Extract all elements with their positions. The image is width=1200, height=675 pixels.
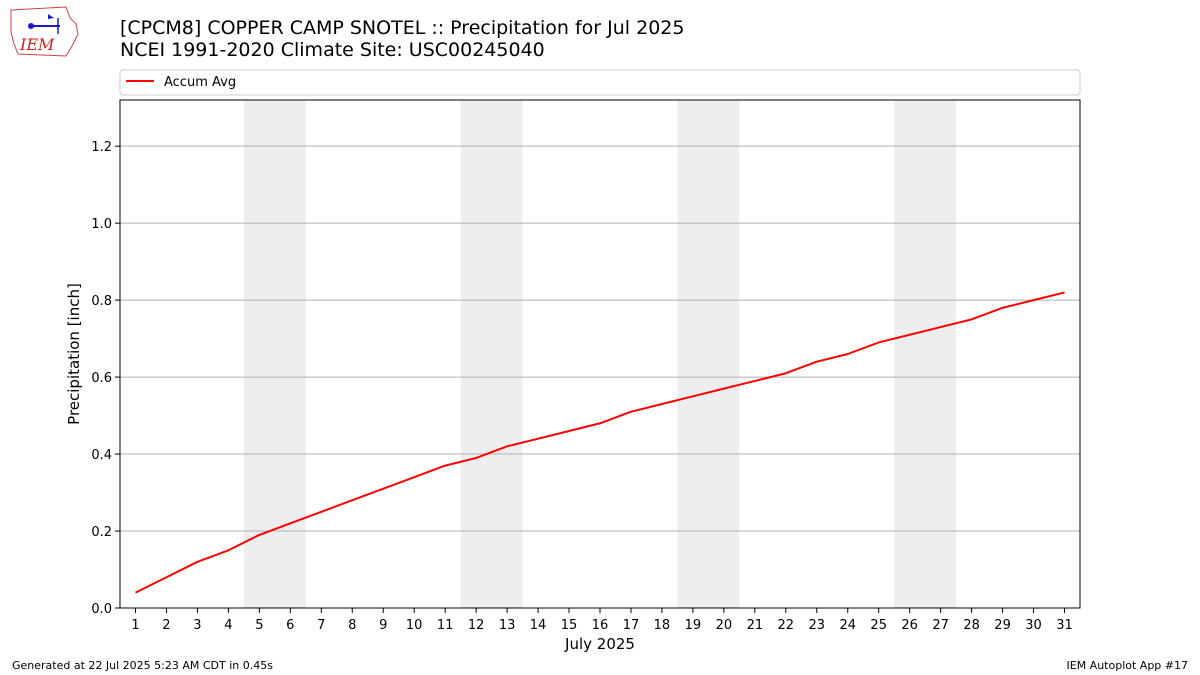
x-tick-label: 29 [994,618,1011,633]
x-tick-label: 3 [193,618,201,633]
app-name: IEM Autoplot App #17 [1066,659,1189,672]
x-tick-label: 20 [716,618,733,633]
x-tick-label: 25 [870,618,887,633]
x-tick-label: 18 [654,618,671,633]
weekend-band-2 [460,100,523,608]
x-tick-label: 27 [932,618,949,633]
x-tick-label: 21 [747,618,764,633]
legend: Accum Avg [119,69,1081,96]
x-axis-ticks: 1 2 3 4 5 6 7 8 9 10 11 12 13 14 15 16 17 18 19 20 21 22 23 24 2… [131,608,1073,633]
x-tick-label: 1 [131,618,139,633]
x-tick-label: 17 [623,618,640,633]
x-tick-label: 22 [778,618,795,633]
title-line-2: NCEI 1991-2020 Climate Site: USC00245040 [120,39,545,61]
y-tick-label: 0.2 [91,525,112,540]
x-tick-label: 11 [437,618,454,633]
weekend-band-4 [894,100,957,608]
weekend-band-1 [243,100,306,608]
y-axis-ticks: 0.0 0.2 0.4 0.6 0.8 1.0 1.2 [91,140,120,617]
x-tick-label: 6 [286,618,294,633]
x-axis-label: July 2025 [564,635,635,653]
chart-title: [CPCM8] COPPER CAMP SNOTEL :: Precipitat… [120,17,684,61]
x-tick-label: 30 [1025,618,1042,633]
weekend-band-3 [677,100,740,608]
y-tick-label: 0.4 [91,448,112,463]
x-tick-label: 31 [1056,618,1073,633]
title-line-1: [CPCM8] COPPER CAMP SNOTEL :: Precipitat… [120,17,685,39]
x-tick-label: 9 [379,618,387,633]
x-tick-label: 13 [499,618,516,633]
y-axis-label: Precipitation [inch] [65,283,83,425]
weekend-bands [243,100,957,608]
x-tick-label: 19 [685,618,702,633]
x-tick-label: 16 [592,618,609,633]
x-tick-label: 10 [406,618,423,633]
series-layer [135,291,1065,594]
x-tick-label: 7 [317,618,325,633]
y-tick-label: 0.0 [91,602,112,617]
y-tick-label: 0.8 [91,294,112,309]
x-tick-label: 14 [530,618,547,633]
x-tick-label: 15 [561,618,578,633]
x-tick-label: 23 [809,618,826,633]
x-tick-label: 26 [901,618,918,633]
x-tick-label: 4 [224,618,232,633]
x-tick-label: 12 [468,618,485,633]
x-tick-label: 28 [963,618,980,633]
y-tick-label: 1.2 [91,140,112,155]
iem-logo: IEM [8,4,80,62]
y-tick-label: 0.6 [91,371,112,386]
iem-logo-text: IEM [19,35,55,54]
x-tick-label: 5 [255,618,263,633]
y-tick-label: 1.0 [91,217,112,232]
x-tick-label: 24 [839,618,856,633]
generated-timestamp: Generated at 22 Jul 2025 5:23 AM CDT in … [12,659,273,672]
legend-box [119,69,1081,96]
x-tick-label: 8 [348,618,356,633]
legend-label-accum-avg: Accum Avg [164,75,236,90]
x-tick-label: 2 [162,618,170,633]
